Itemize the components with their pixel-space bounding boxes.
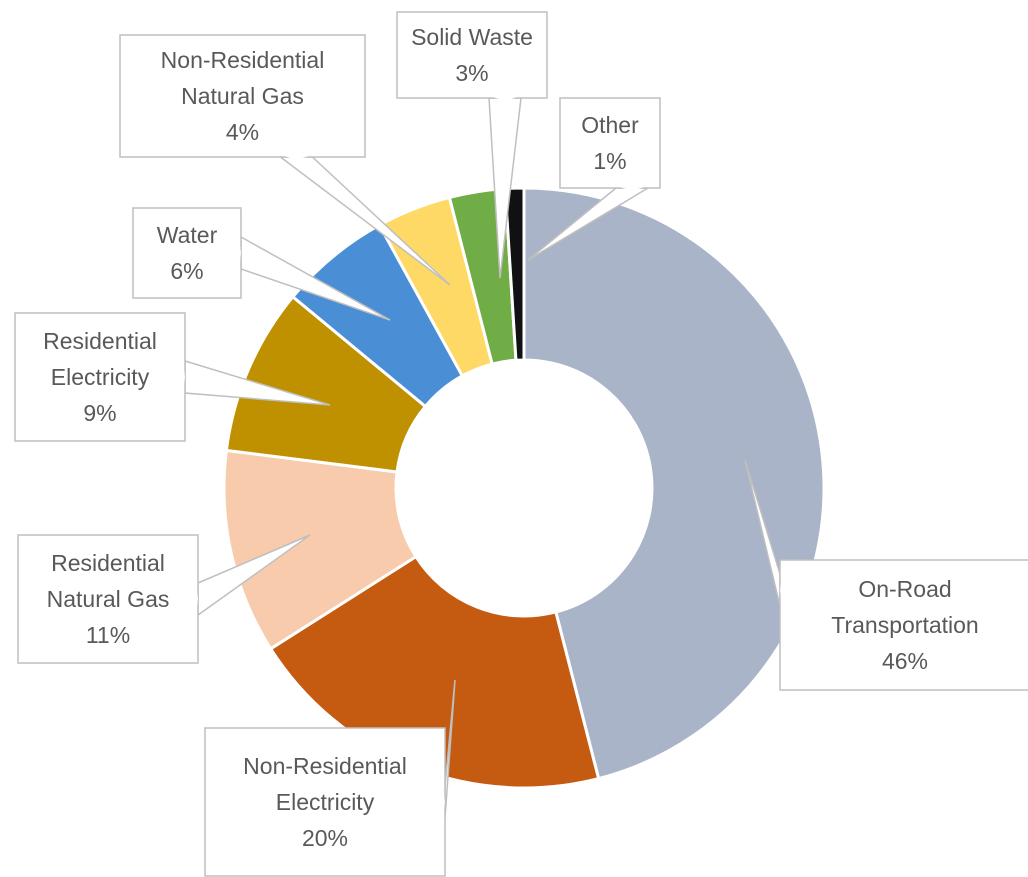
data-label-category: Natural Gas <box>47 586 170 612</box>
callout-non-residential-electricity: Non-Residential Electricity 20% <box>204 679 456 877</box>
data-label-value: 11% <box>86 622 130 648</box>
callout-pointer-join <box>490 96 520 101</box>
callout-non-residential-natural-gas: Non-Residential Natural Gas 4% <box>119 34 451 286</box>
callout-box <box>132 207 242 299</box>
doughnut-slices <box>222 186 826 790</box>
data-label-value: 4% <box>226 119 259 145</box>
callout-box <box>396 11 548 99</box>
callout-box <box>204 727 446 877</box>
callout-box <box>119 34 366 158</box>
data-label-value: 46% <box>882 648 928 674</box>
callout-water: Water 6% <box>132 207 391 321</box>
callout-pointer-join <box>239 238 241 268</box>
callout-pointer-join <box>183 362 185 392</box>
data-label-value: 6% <box>170 258 203 284</box>
data-label-category: Electricity <box>276 789 375 815</box>
callout-box <box>559 97 661 189</box>
data-label-value: 20% <box>302 825 348 851</box>
callout-on-road-transportation: On-Road Transportation 46% <box>744 459 1028 691</box>
slice-other <box>503 186 526 362</box>
data-label-category: Residential <box>51 550 165 576</box>
slice-residential-natural-gas <box>222 448 418 651</box>
data-label-callouts: On-Road Transportation 46% Non-Residential E… <box>14 11 1028 877</box>
data-label-category: Natural Gas <box>181 83 304 109</box>
data-label-category: Residential <box>43 328 157 354</box>
callout-pointer-join <box>281 155 312 160</box>
callout-solid-waste: Solid Waste 3% <box>396 11 548 279</box>
callout-box <box>14 312 186 442</box>
data-label-category: Transportation <box>831 612 978 638</box>
data-label-value: 9% <box>83 400 116 426</box>
data-label-category: Solid Waste <box>411 24 533 50</box>
data-label-category: Electricity <box>51 364 150 390</box>
callout-pointer-join <box>780 575 782 605</box>
data-label-value: 3% <box>455 60 488 86</box>
data-label-category: Other <box>581 112 639 138</box>
callout-pointer-join <box>196 584 198 614</box>
callout-residential-natural-gas: Residential Natural Gas 11% <box>17 534 311 664</box>
data-label-value: 1% <box>593 148 626 174</box>
data-label-category: Non-Residential <box>243 753 407 779</box>
callout-residential-electricity: Residential Electricity 9% <box>14 312 331 442</box>
callout-pointer-join <box>617 186 647 191</box>
data-label-category: Water <box>157 222 218 248</box>
callout-box <box>779 559 1028 691</box>
data-label-category: On-Road <box>858 576 951 602</box>
callout-other: Other 1% <box>527 97 661 261</box>
callout-pointer-join <box>443 787 445 817</box>
slice-on-road-transportation <box>522 186 826 781</box>
data-label-category: Non-Residential <box>161 47 325 73</box>
